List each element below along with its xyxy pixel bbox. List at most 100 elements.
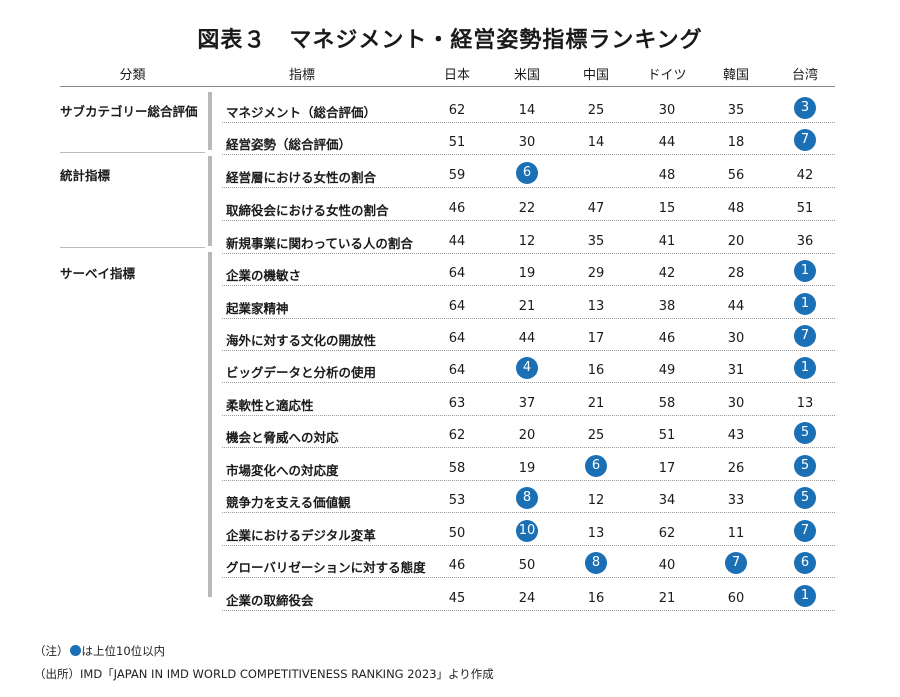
rank-value: 31: [727, 363, 745, 378]
rank-value: 53: [448, 493, 466, 508]
row-divider: [222, 318, 835, 319]
header-country: 米国: [513, 68, 540, 83]
rank-value: 46: [658, 331, 676, 346]
rank-value: 37: [518, 396, 536, 411]
rank-value: 59: [448, 168, 466, 183]
rank-value: 46: [448, 201, 466, 216]
rank-value: 50: [518, 558, 536, 573]
rank-badge: 1: [794, 293, 816, 315]
rank-value: 33: [727, 493, 745, 508]
rank-value: 44: [727, 299, 745, 314]
rank-value: 20: [518, 428, 536, 443]
rank-value: 64: [448, 363, 466, 378]
rank-value: 29: [587, 266, 605, 281]
rank-value: 42: [658, 266, 676, 281]
rank-value: 25: [587, 428, 605, 443]
indicator-label: 市場変化への対応度: [226, 463, 339, 478]
rank-value: 41: [658, 234, 676, 249]
row-divider: [222, 512, 835, 513]
rank-value: 51: [448, 135, 466, 150]
rank-value: 17: [587, 331, 605, 346]
indicator-label: 企業の機敏さ: [226, 268, 302, 283]
rank-value: 18: [727, 135, 745, 150]
rank-value: 35: [727, 103, 745, 118]
footnote-text: は上位10位以内: [81, 644, 166, 658]
group-bar: [208, 252, 212, 597]
indicator-label: 企業におけるデジタル変革: [226, 528, 376, 543]
rank-value: 34: [658, 493, 676, 508]
rank-value: 44: [658, 135, 676, 150]
indicator-label: 新規事業に関わっている人の割合: [226, 236, 413, 251]
rank-value: 12: [587, 493, 605, 508]
indicator-label: 経営姿勢（総合評価）: [226, 137, 352, 152]
rank-value: 45: [448, 591, 466, 606]
rank-value: 36: [796, 234, 814, 249]
rank-value: 58: [658, 396, 676, 411]
group-label-statistics: 統計指標: [60, 168, 111, 183]
rank-value: 21: [587, 396, 605, 411]
footnote: （注） は上位10位以内: [34, 643, 165, 659]
header-divider: [60, 86, 835, 87]
group-bar: [208, 156, 212, 246]
rank-value: 21: [658, 591, 676, 606]
indicator-label: 企業の取締役会: [226, 593, 314, 608]
rank-value: 13: [587, 526, 605, 541]
indicator-label: 取締役会における女性の割合: [226, 203, 389, 218]
rank-value: 38: [658, 299, 676, 314]
rank-value: 14: [587, 135, 605, 150]
rank-value: 20: [727, 234, 745, 249]
rank-badge: 8: [516, 487, 538, 509]
rank-badge: 8: [585, 552, 607, 574]
rank-value: 40: [658, 558, 676, 573]
source-note: （出所）IMD「JAPAN IN IMD WORLD COMPETITIVENE…: [34, 667, 494, 681]
rank-value: 58: [448, 461, 466, 476]
rank-value: 43: [727, 428, 745, 443]
rank-value: 13: [587, 299, 605, 314]
rank-value: 14: [518, 103, 536, 118]
rank-value: 64: [448, 299, 466, 314]
rank-value: 35: [587, 234, 605, 249]
row-divider: [222, 610, 835, 611]
rank-badge: 6: [516, 162, 538, 184]
rank-value: 48: [727, 201, 745, 216]
rank-badge: 10: [516, 520, 538, 542]
rank-value: 30: [518, 135, 536, 150]
header-category: 分類: [119, 68, 146, 83]
rank-value: 46: [448, 558, 466, 573]
rank-value: 24: [518, 591, 536, 606]
page-title: 図表３ マネジメント・経営姿勢指標ランキング: [197, 28, 703, 53]
row-divider: [222, 350, 835, 351]
header-country: 日本: [443, 68, 470, 83]
rank-badge: 6: [794, 552, 816, 574]
row-divider: [222, 285, 835, 286]
indicator-label: グローバリゼーションに対する態度: [226, 560, 426, 575]
rank-value: 21: [518, 299, 536, 314]
rank-badge: 4: [516, 357, 538, 379]
rank-value: 11: [727, 526, 745, 541]
rank-badge: 7: [794, 129, 816, 151]
rank-value: 51: [658, 428, 676, 443]
indicator-label: 機会と脅威への対応: [226, 430, 339, 445]
rank-value: 48: [658, 168, 676, 183]
header-country: 中国: [582, 68, 609, 83]
header-indicator: 指標: [288, 68, 315, 83]
rank-value: 19: [518, 266, 536, 281]
rank-value: 30: [727, 331, 745, 346]
rank-badge: 7: [794, 520, 816, 542]
indicator-label: 柔軟性と適応性: [226, 398, 314, 413]
rank-value: 25: [587, 103, 605, 118]
rank-value: 13: [796, 396, 814, 411]
rank-value: 47: [587, 201, 605, 216]
rank-value: 28: [727, 266, 745, 281]
rank-value: 44: [448, 234, 466, 249]
rank-value: 19: [518, 461, 536, 476]
rank-value: 50: [448, 526, 466, 541]
row-divider: [222, 382, 835, 383]
row-divider: [222, 415, 835, 416]
rank-value: 12: [518, 234, 536, 249]
rank-badge: 1: [794, 357, 816, 379]
rank-value: 60: [727, 591, 745, 606]
indicator-label: 経営層における女性の割合: [226, 170, 377, 185]
rank-value: 62: [658, 526, 676, 541]
rank-value: 16: [587, 363, 605, 378]
